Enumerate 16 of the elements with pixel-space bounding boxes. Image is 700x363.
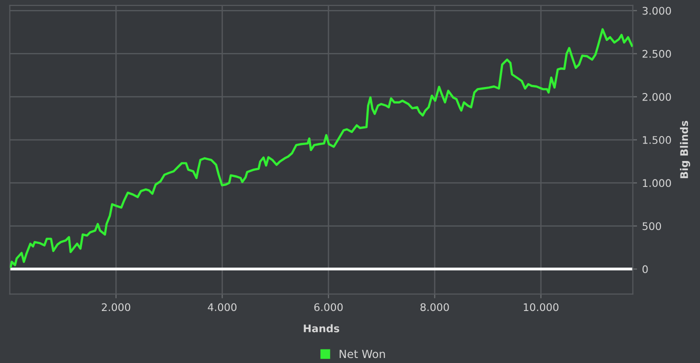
x-tick-label: 6.000 — [314, 303, 343, 312]
y-tick-label: 1.000 — [642, 179, 671, 188]
y-tick-label: 2.000 — [642, 92, 671, 101]
y-tick-label: 500 — [642, 222, 662, 230]
x-tick-label: 8.000 — [420, 303, 449, 312]
legend-label: Net Won — [340, 350, 385, 358]
y-axis-title: Big Blinds — [680, 120, 690, 178]
x-tick-label: 10.000 — [524, 303, 558, 312]
x-tick-label: 4.000 — [208, 303, 236, 312]
y-tick-label: 2.500 — [642, 50, 671, 58]
x-tick-label: 2.000 — [102, 303, 130, 312]
y-tick-label: 3.000 — [642, 6, 671, 15]
x-axis-title: Hands — [304, 324, 340, 332]
y-tick-label: 0 — [642, 265, 648, 274]
line-series — [10, 28, 633, 268]
y-tick-label: 1.500 — [642, 136, 671, 144]
